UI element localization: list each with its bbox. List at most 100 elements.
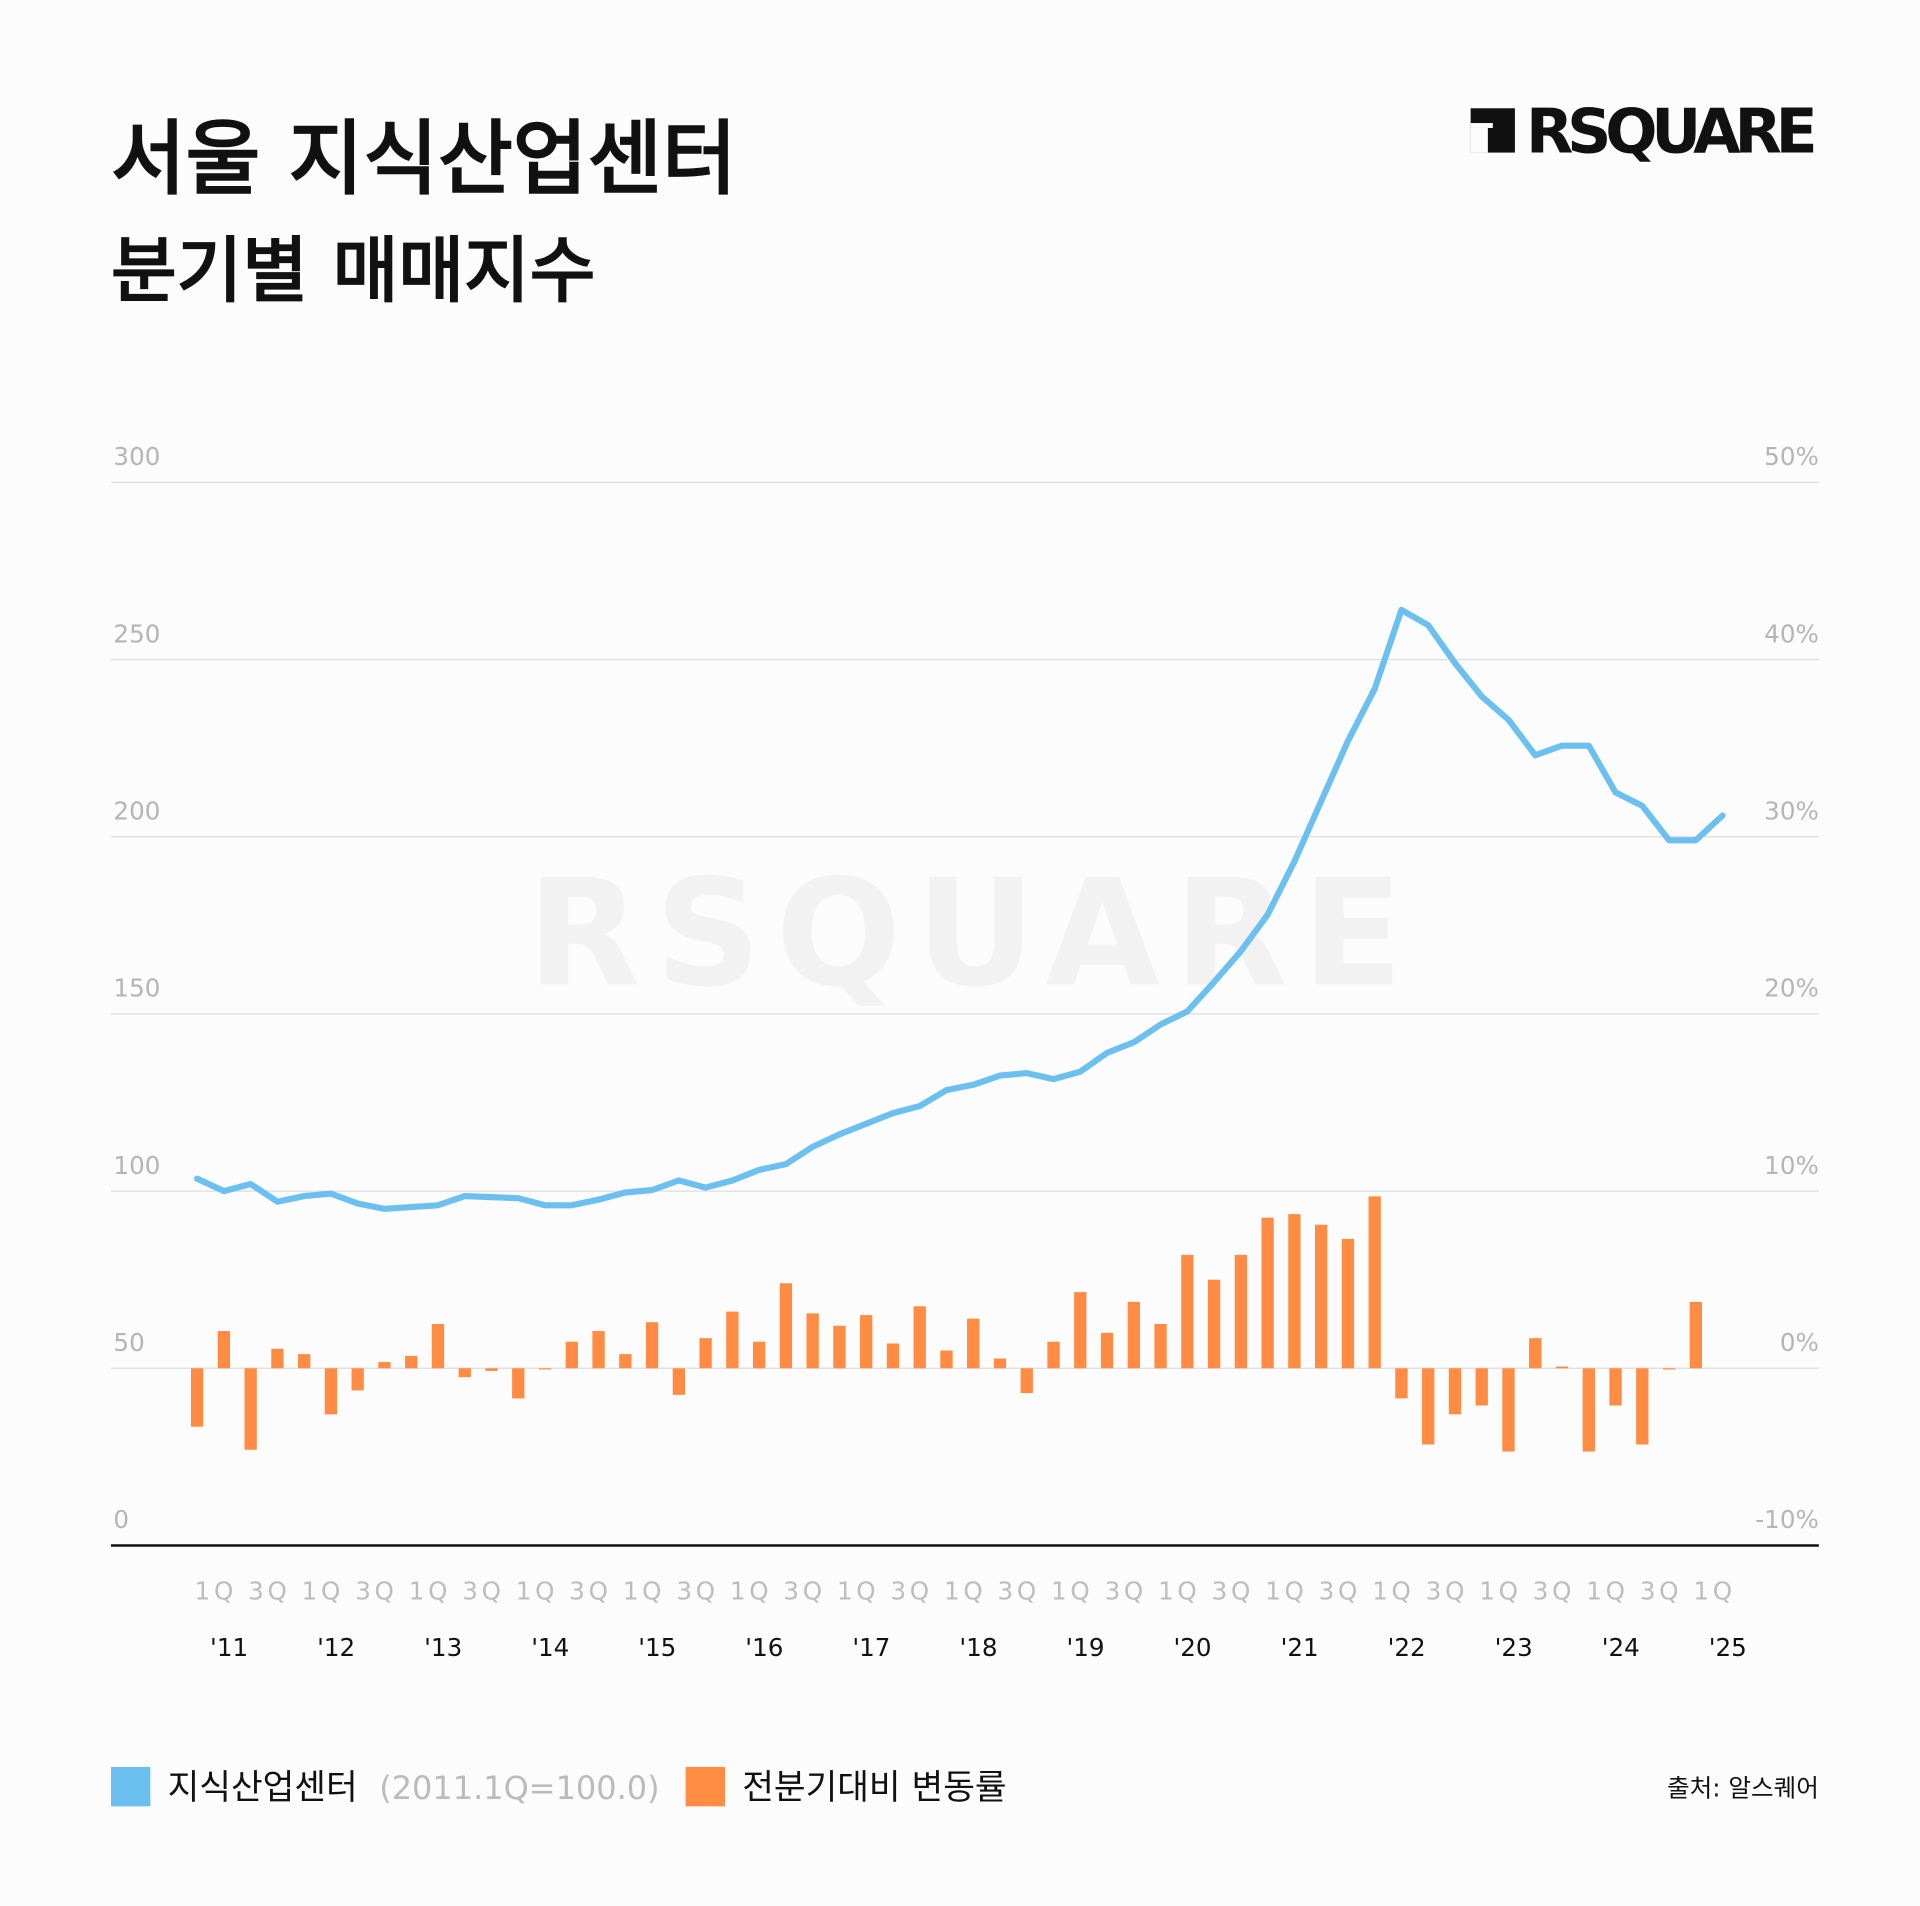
left-axis-tick-label: 300 xyxy=(113,442,160,471)
x-quarter-tick-label: 1Q xyxy=(837,1577,879,1606)
change-bar xyxy=(1047,1341,1060,1369)
index-line-group xyxy=(194,606,1726,1212)
change-bar xyxy=(779,1283,793,1369)
change-bar xyxy=(672,1368,685,1395)
x-quarter-tick-label: 3Q xyxy=(248,1577,290,1606)
x-year-tick-label: '11 xyxy=(210,1633,248,1662)
x-quarter-tick-label: 3Q xyxy=(1212,1577,1254,1606)
x-quarter-tick-label: 1Q xyxy=(516,1577,558,1606)
x-quarter-tick-label: 3Q xyxy=(569,1577,611,1606)
x-year-tick-label: '17 xyxy=(852,1633,890,1662)
change-bar xyxy=(351,1368,364,1391)
left-axis-tick-label: 250 xyxy=(113,619,160,648)
x-year-tick-label: '24 xyxy=(1602,1633,1640,1662)
right-axis-tick-label: 50% xyxy=(1764,442,1819,471)
x-quarter-tick-label: 1Q xyxy=(1265,1577,1307,1606)
change-bar xyxy=(1502,1368,1515,1452)
x-quarter-tick-label: 3Q xyxy=(1105,1577,1147,1606)
change-bar xyxy=(940,1350,953,1369)
x-quarter-tick-label: 3Q xyxy=(890,1577,932,1606)
x-year-tick-label: '21 xyxy=(1281,1633,1319,1662)
x-year-tick-label: '18 xyxy=(959,1633,997,1662)
change-bar xyxy=(1609,1368,1622,1406)
change-bar xyxy=(967,1318,980,1369)
x-quarter-tick-label: 1Q xyxy=(730,1577,772,1606)
x-quarter-tick-label: 1Q xyxy=(1158,1577,1200,1606)
x-quarter-tick-label: 3Q xyxy=(1533,1577,1575,1606)
index-line xyxy=(194,606,1726,1212)
x-quarter-tick-label: 3Q xyxy=(462,1577,504,1606)
change-bar xyxy=(244,1368,257,1450)
x-year-tick-label: '23 xyxy=(1495,1633,1533,1662)
x-quarter-tick-label: 1Q xyxy=(302,1577,344,1606)
change-bar xyxy=(1234,1254,1248,1369)
change-bar xyxy=(1100,1332,1114,1369)
change-bar xyxy=(431,1323,445,1369)
x-year-tick-label: '16 xyxy=(745,1633,783,1662)
change-bar xyxy=(1582,1368,1595,1452)
left-axis-tick-label: 100 xyxy=(113,1151,160,1180)
change-bar xyxy=(1020,1368,1033,1394)
change-bar xyxy=(726,1311,739,1369)
x-quarter-tick-label: 1Q xyxy=(944,1577,986,1606)
legend-swatch-change xyxy=(685,1766,725,1807)
right-axis-tick-label: 30% xyxy=(1764,796,1819,825)
x-quarter-tick-label: 1Q xyxy=(1051,1577,1093,1606)
x-quarter-tick-label: 3Q xyxy=(1319,1577,1361,1606)
change-bar xyxy=(512,1368,525,1399)
change-bar xyxy=(565,1341,578,1369)
legend-note-index: (2011.1Q=100.0) xyxy=(379,1769,659,1807)
x-year-tick-label: '12 xyxy=(317,1633,355,1662)
change-bar xyxy=(1127,1301,1140,1369)
change-bar xyxy=(913,1306,926,1369)
change-bar xyxy=(1448,1368,1462,1415)
watermark: RSQUARE xyxy=(527,847,1403,1019)
change-bar xyxy=(1368,1196,1381,1369)
x-quarter-tick-label: 3Q xyxy=(676,1577,718,1606)
x-quarter-tick-label: 1Q xyxy=(623,1577,665,1606)
x-quarter-tick-label: 3Q xyxy=(783,1577,825,1606)
change-bar xyxy=(1689,1301,1702,1369)
x-year-tick-label: '15 xyxy=(638,1633,676,1662)
change-bar xyxy=(619,1354,632,1369)
change-bar xyxy=(1207,1279,1221,1369)
change-bar xyxy=(217,1331,231,1369)
left-axis-tick-label: 150 xyxy=(113,974,160,1003)
logo-mark-cutout xyxy=(1470,127,1488,153)
x-quarter-tick-label: 3Q xyxy=(998,1577,1040,1606)
change-bar xyxy=(1181,1254,1194,1369)
change-bar xyxy=(833,1325,846,1369)
change-bar xyxy=(1529,1338,1542,1369)
left-axis-tick-label: 0 xyxy=(113,1505,129,1534)
change-bar xyxy=(378,1362,391,1369)
logo-text: RSQUARE xyxy=(1526,96,1818,168)
change-bar xyxy=(458,1368,471,1378)
x-quarter-tick-label: 1Q xyxy=(1372,1577,1414,1606)
change-bar xyxy=(806,1313,819,1369)
change-bar xyxy=(1395,1368,1408,1399)
change-bar xyxy=(1555,1366,1569,1369)
legend: 지식산업센터 (2011.1Q=100.0) 전분기대비 변동률 xyxy=(110,1766,1007,1808)
source-note: 출처: 알스퀘어 xyxy=(1667,1773,1819,1802)
right-axis-tick-label: 10% xyxy=(1764,1151,1819,1180)
legend-label-index: 지식산업센터 xyxy=(168,1768,358,1808)
change-bar xyxy=(1261,1217,1274,1369)
right-axis-tick-label: 0% xyxy=(1780,1328,1819,1357)
x-year-tick-label: '25 xyxy=(1709,1633,1747,1662)
right-axis-tick-label: 40% xyxy=(1764,619,1819,648)
logo-mark-gap xyxy=(1470,123,1493,128)
x-quarter-tick-label: 1Q xyxy=(1586,1577,1628,1606)
change-bar xyxy=(1314,1224,1328,1369)
rsquare-logo: RSQUARE xyxy=(1470,96,1818,168)
x-quarter-tick-label: 3Q xyxy=(355,1577,397,1606)
x-quarter-tick-label: 1Q xyxy=(409,1577,451,1606)
legend-label-change: 전분기대비 변동률 xyxy=(742,1768,1006,1808)
change-bar xyxy=(1074,1292,1087,1369)
change-bar xyxy=(1422,1368,1435,1445)
change-bar xyxy=(1662,1368,1676,1370)
change-bar xyxy=(645,1322,659,1369)
x-quarter-tick-label: 1Q xyxy=(195,1577,237,1606)
change-bar xyxy=(324,1368,338,1415)
right-axis-tick-label: -10% xyxy=(1755,1505,1819,1534)
left-axis-tick-label: 50 xyxy=(113,1328,144,1357)
